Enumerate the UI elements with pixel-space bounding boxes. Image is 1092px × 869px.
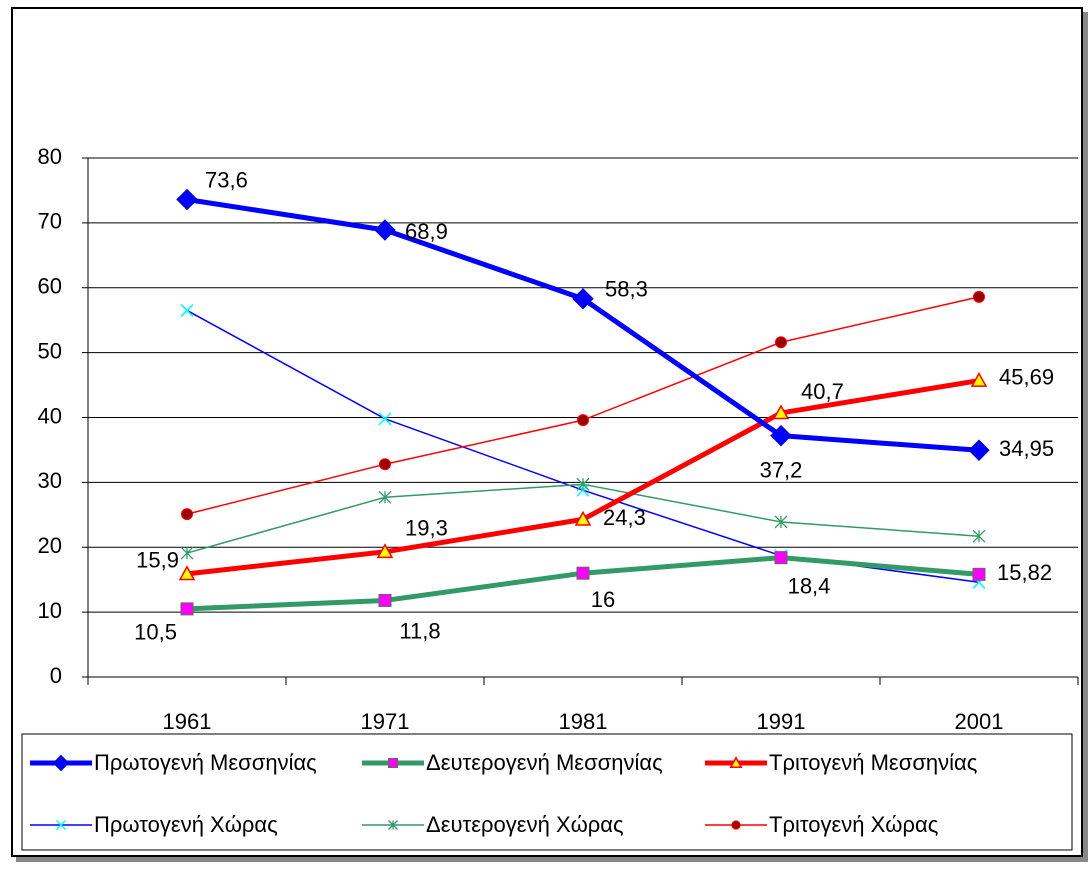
y-tick-label: 40 <box>38 403 62 428</box>
data-label: 45,69 <box>999 364 1054 389</box>
point-marker <box>376 543 394 559</box>
point-marker <box>576 477 590 491</box>
point-marker <box>774 515 788 529</box>
point-marker <box>774 551 788 565</box>
x-tick-label: 1971 <box>361 709 410 734</box>
legend-label: Δευτερογενή Μεσσηνίας <box>426 750 663 775</box>
x-tick-label: 1981 <box>559 709 608 734</box>
point-marker <box>772 404 790 420</box>
data-label: 40,7 <box>801 379 844 404</box>
y-tick-label: 10 <box>38 598 62 623</box>
legend-marker <box>55 819 67 831</box>
y-tick-label: 60 <box>38 274 62 299</box>
y-tick-label: 50 <box>38 338 62 363</box>
legend-marker <box>731 820 741 830</box>
point-marker <box>181 508 193 521</box>
data-label: 73,6 <box>205 167 248 192</box>
data-label: 34,95 <box>999 436 1054 461</box>
data-label: 24,3 <box>603 505 646 530</box>
data-label: 15,9 <box>136 548 179 573</box>
data-label: 16 <box>591 587 615 612</box>
point-marker <box>180 546 194 560</box>
legend-label: Πρωτογενή Μεσσηνίας <box>94 750 317 775</box>
x-tick-label: 2001 <box>955 709 1004 734</box>
x-tick-label: 1991 <box>757 709 806 734</box>
legend-label: Τριτογενή Μεσσηνίας <box>769 750 977 775</box>
data-label: 58,3 <box>605 277 648 302</box>
legend-marker <box>388 820 398 830</box>
point-marker <box>374 219 396 241</box>
data-label: 68,9 <box>405 219 448 244</box>
y-tick-label: 20 <box>38 533 62 558</box>
point-marker <box>378 490 392 504</box>
data-label: 37,2 <box>760 457 803 482</box>
point-marker <box>572 288 594 310</box>
point-marker <box>378 412 392 426</box>
point-marker <box>576 566 590 580</box>
legend-label: Πρωτογενή Χώρας <box>94 812 278 837</box>
data-label: 10,5 <box>134 620 177 645</box>
data-label: 18,4 <box>788 573 831 598</box>
y-tick-label: 80 <box>38 144 62 169</box>
y-tick-label: 0 <box>50 663 62 688</box>
point-marker <box>775 336 787 349</box>
point-marker <box>973 290 985 303</box>
point-marker <box>972 567 986 581</box>
point-marker <box>178 565 196 581</box>
point-marker <box>968 439 990 461</box>
data-label: 15,82 <box>997 560 1052 585</box>
point-marker <box>378 593 392 607</box>
legend-marker <box>52 754 70 772</box>
point-marker <box>577 414 589 427</box>
legend-label: Τριτογενή Χώρας <box>769 812 938 837</box>
point-marker <box>970 372 988 387</box>
point-marker <box>379 458 391 471</box>
x-tick-label: 1961 <box>163 709 212 734</box>
point-marker <box>972 529 986 543</box>
chart-frame <box>11 7 1083 857</box>
y-tick-label: 70 <box>38 209 62 234</box>
point-marker <box>176 188 198 211</box>
point-marker <box>180 602 194 616</box>
point-marker <box>770 424 792 447</box>
legend-marker <box>729 756 743 768</box>
point-marker <box>180 303 194 317</box>
point-marker <box>574 510 592 526</box>
y-tick-label: 30 <box>38 468 62 493</box>
legend-box <box>21 733 1073 851</box>
legend-label: Δευτερογενή Χώρας <box>426 812 624 837</box>
data-label: 11,8 <box>399 618 440 643</box>
legend-marker <box>388 758 398 768</box>
data-label: 19,3 <box>405 516 448 541</box>
